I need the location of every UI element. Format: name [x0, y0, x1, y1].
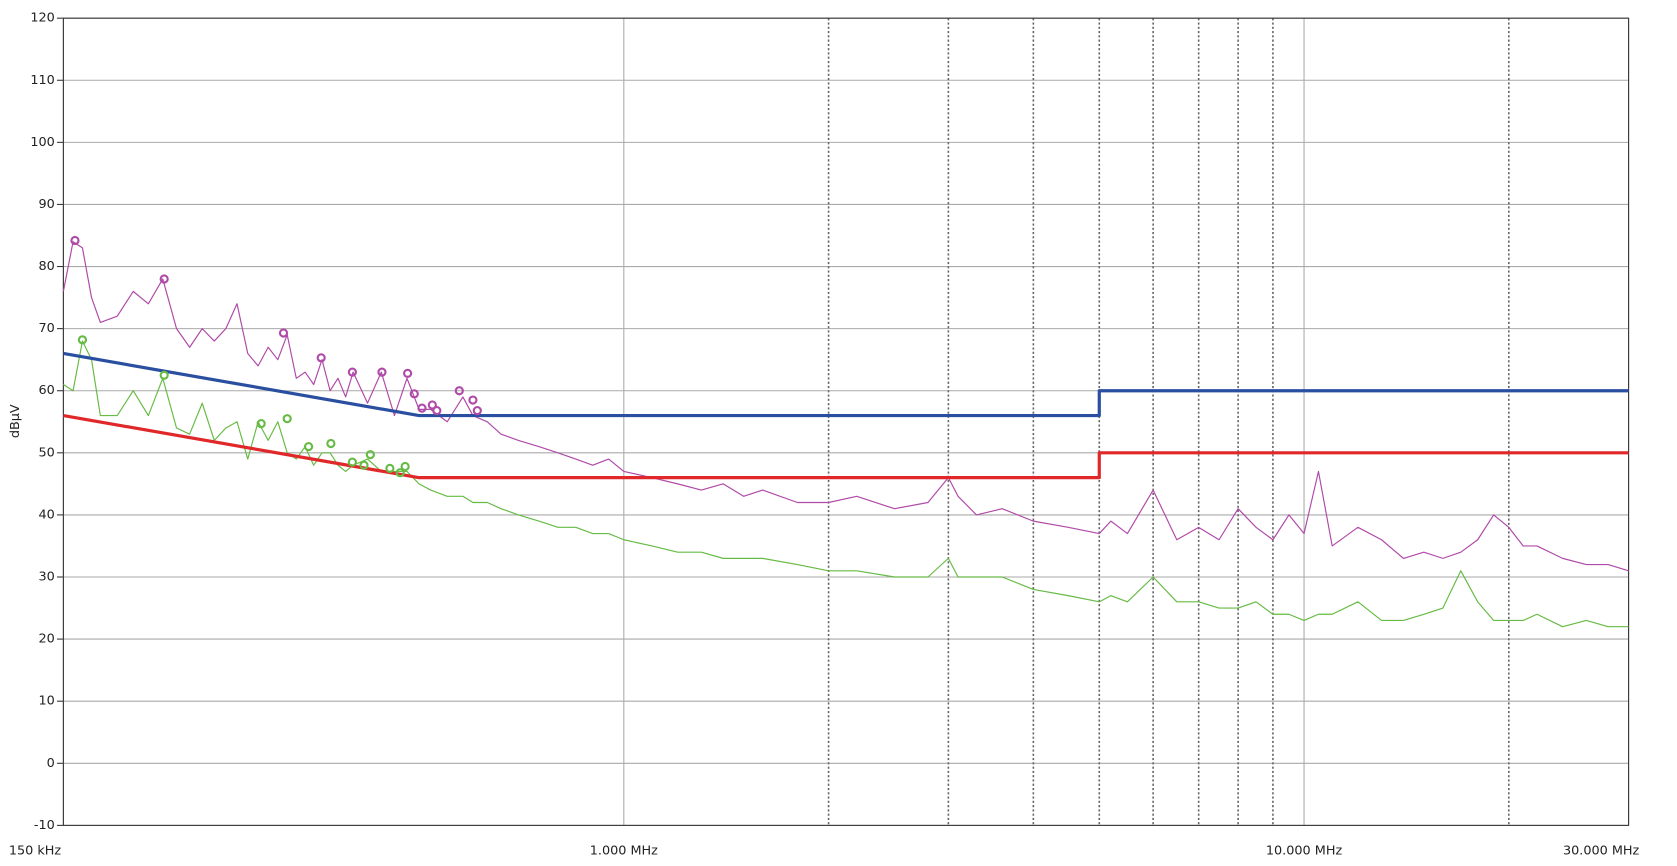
series-line	[62, 241, 1629, 572]
peak-marker	[454, 386, 464, 396]
peak-marker	[377, 367, 387, 377]
x-tick-label: 150 kHz	[9, 844, 62, 859]
peak-marker	[427, 400, 437, 410]
plot-frame	[62, 17, 1630, 826]
peak-marker	[282, 414, 292, 424]
peak-marker	[403, 368, 413, 378]
x-tick-label: 1.000 MHz	[590, 844, 658, 859]
y-tick-label: 100	[30, 135, 54, 150]
peak-marker	[365, 450, 375, 460]
peak-marker	[400, 461, 410, 472]
peak-marker	[326, 438, 336, 449]
peak-marker	[159, 370, 169, 380]
peak-marker	[303, 442, 314, 452]
peak-marker	[432, 406, 442, 416]
peak-marker	[409, 389, 419, 399]
y-tick-label: 50	[39, 445, 55, 460]
peak-marker	[472, 406, 482, 416]
y-tick-label: 0	[47, 756, 55, 771]
series-line	[63, 340, 1629, 628]
peak-marker	[77, 335, 88, 345]
y-tick-label: 110	[30, 73, 54, 88]
peak-marker	[359, 460, 369, 470]
peak-marker	[347, 457, 357, 467]
y-tick-label: 30	[39, 570, 55, 585]
peak-marker	[417, 403, 427, 413]
peak-marker	[385, 463, 395, 473]
y-tick-label: 120	[30, 11, 54, 26]
y-tick-label: 90	[39, 197, 55, 212]
peak-marker	[468, 395, 478, 405]
peak-marker	[316, 353, 326, 363]
y-tick-label: 70	[39, 321, 55, 336]
peak-marker	[278, 328, 289, 338]
y-tick-label: -10	[34, 818, 55, 833]
peak-marker	[159, 274, 169, 284]
peak-marker	[347, 367, 357, 377]
y-tick-label: 40	[39, 507, 55, 522]
y-axis-label: dBµV	[8, 404, 23, 438]
x-tick-label: 30.000 MHz	[1563, 844, 1640, 859]
peak-marker	[395, 468, 405, 478]
y-tick-label: 60	[39, 383, 55, 398]
y-tick-label: 20	[39, 632, 55, 647]
y-tick-label: 10	[39, 694, 55, 709]
series-line	[63, 413, 1629, 480]
peak-marker	[256, 419, 266, 429]
series-line	[63, 351, 1629, 418]
y-tick-label: 80	[39, 259, 55, 274]
x-tick-label: 10.000 MHz	[1266, 844, 1343, 859]
peak-marker	[70, 235, 80, 246]
